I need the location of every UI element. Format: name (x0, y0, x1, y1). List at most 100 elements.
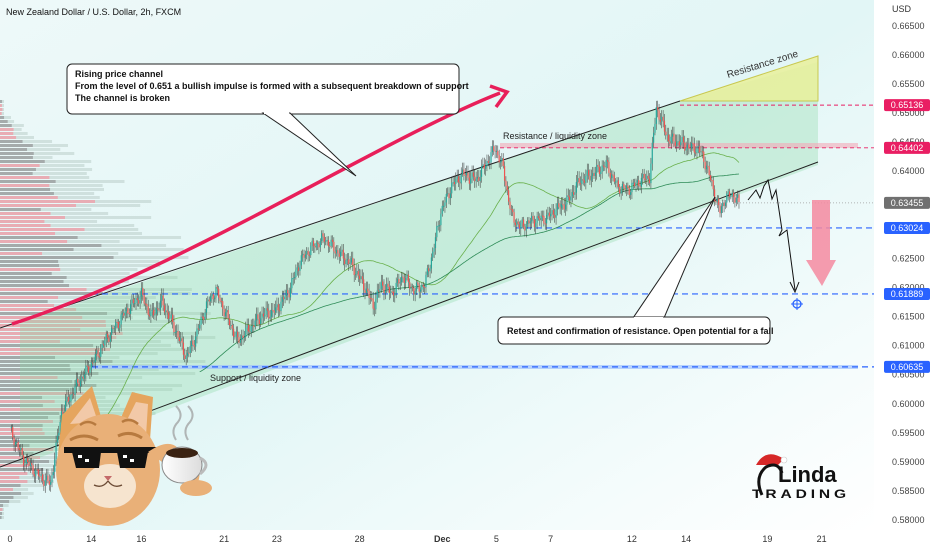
volume-bar (110, 348, 189, 351)
volume-bar (58, 296, 156, 299)
candle-body (709, 175, 712, 180)
candle-body (190, 340, 193, 347)
candle-body (124, 311, 126, 316)
candle-body (250, 326, 252, 333)
candle-body (651, 142, 653, 164)
candle-body (543, 215, 545, 224)
candle-body (253, 325, 255, 328)
candle-body (209, 296, 212, 302)
volume-bar (72, 380, 127, 383)
candle-body (90, 362, 92, 370)
candle-body (32, 464, 34, 475)
candle-body (33, 474, 35, 477)
candle-body (486, 160, 488, 166)
candle-body (566, 195, 568, 205)
candle-body (619, 186, 621, 194)
volume-bar (55, 232, 142, 235)
candle-body (18, 448, 21, 450)
volume-bar (13, 132, 28, 135)
candle-body (719, 205, 721, 214)
candle-body (516, 221, 518, 226)
cat-illustration (56, 386, 212, 526)
candle-body (184, 354, 186, 359)
candle-body (361, 276, 363, 280)
candle-body (113, 328, 115, 330)
volume-bar (0, 268, 61, 271)
volume-bar (95, 200, 152, 203)
candle-body (377, 290, 380, 292)
candle-body (696, 146, 698, 154)
candle-body (165, 310, 167, 313)
candle-body (55, 442, 57, 460)
volume-bar (21, 492, 34, 495)
candle-body (153, 309, 155, 316)
candle-body (429, 268, 431, 272)
price-tick-label: 0.65000 (892, 108, 925, 118)
candle-body (644, 178, 647, 180)
candle-body (224, 312, 227, 317)
candle-body (63, 411, 65, 414)
candle-body (40, 474, 42, 476)
candle-body (447, 193, 449, 195)
candle-body (227, 310, 229, 319)
volume-bar (29, 444, 72, 447)
candle-body (200, 316, 202, 325)
candle-body (583, 180, 586, 183)
candle-body (437, 225, 439, 227)
volume-bar (0, 308, 77, 311)
candle-body (628, 188, 630, 195)
candle-body (394, 293, 396, 296)
candle-body (531, 215, 533, 222)
candle-body (287, 290, 289, 294)
volume-bar (0, 360, 113, 363)
candle-body (654, 123, 656, 133)
candle-body (41, 474, 44, 481)
time-axis[interactable]: 0 14 16 21 23 28 Dec 5 7 12 14 19 21 (7, 534, 826, 544)
candle-body (470, 178, 472, 184)
candle-body (544, 223, 546, 225)
volume-bar (0, 448, 54, 451)
candle-body (82, 376, 84, 379)
candle-body (144, 303, 147, 305)
candle-body (671, 133, 674, 137)
price-axis[interactable]: 0.58000 0.58500 0.59000 0.59500 0.60000 0.605… (892, 21, 925, 525)
candle-body (521, 219, 523, 223)
volume-bar (2, 100, 4, 103)
candle-body (475, 178, 477, 182)
candle-body (173, 321, 175, 333)
volume-bar (0, 364, 70, 367)
candle-body (116, 321, 118, 323)
candle-body (615, 181, 617, 183)
candle-body (316, 242, 319, 244)
candle-body (643, 173, 645, 179)
candle-body (207, 299, 209, 302)
candle-body (445, 193, 447, 203)
candle-body (371, 298, 373, 300)
candle-body (43, 480, 45, 486)
candle-body (666, 134, 668, 136)
candle-body (478, 176, 480, 181)
sunglasses (64, 447, 160, 453)
volume-bar (0, 380, 73, 383)
candle-body (87, 366, 90, 373)
candle-body (688, 144, 690, 149)
candle-body (277, 304, 279, 311)
candle-body (485, 165, 487, 169)
candle-body (251, 325, 254, 327)
candle-body (703, 151, 705, 162)
candle-body (623, 183, 625, 188)
candle-body (460, 174, 462, 184)
candle-body (167, 312, 170, 319)
candle-body (617, 180, 619, 187)
candle-body (338, 253, 340, 257)
candle-body (398, 278, 400, 284)
candle-body (162, 295, 164, 306)
candle-body (510, 208, 512, 210)
volume-bar (86, 288, 192, 291)
candle-body (376, 290, 378, 299)
volume-bar (40, 208, 92, 211)
volume-bar (0, 488, 14, 491)
volume-bar (0, 312, 108, 315)
candle-body (707, 165, 709, 167)
